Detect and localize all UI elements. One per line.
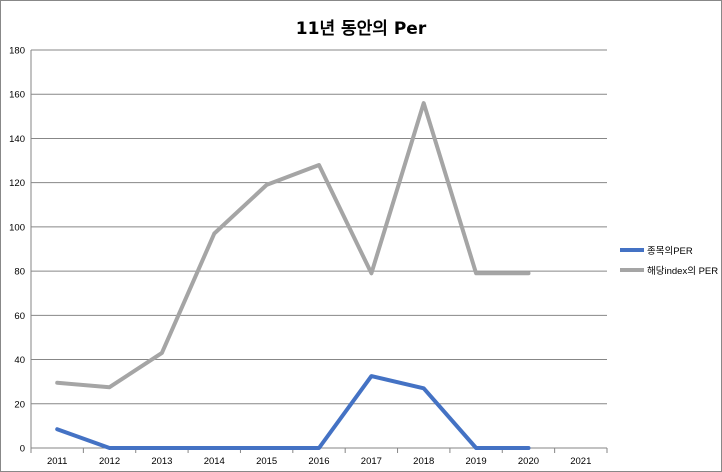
x-tick-label: 2014 — [204, 456, 225, 467]
legend-swatch-index-per — [620, 268, 644, 272]
series-line-index-per — [55, 101, 531, 390]
y-tick-label: 140 — [9, 134, 25, 145]
legend: 종목의PER 해당index의 PER — [620, 240, 720, 280]
y-tick-label: 100 — [9, 222, 25, 233]
series-line-stock-per — [55, 374, 531, 450]
x-tick-label: 2013 — [151, 456, 172, 467]
chart-title: 11년 동안의 Per — [295, 19, 427, 39]
legend-label-index-per: 해당index의 PER — [647, 266, 719, 277]
y-tick-label: 60 — [14, 311, 25, 322]
x-tick-label: 2015 — [256, 456, 277, 467]
x-tick-label: 2021 — [570, 456, 591, 467]
legend-swatch-stock-per — [620, 248, 644, 252]
y-tick-label: 180 — [9, 46, 25, 57]
y-tick-label: 120 — [9, 178, 25, 189]
legend-label-stock-per: 종목의PER — [647, 246, 693, 257]
x-tick-label: 2017 — [361, 456, 382, 467]
x-tick-label: 2012 — [99, 456, 120, 467]
y-tick-label: 40 — [14, 355, 25, 366]
legend-item-index-per: 해당index의 PER — [620, 260, 720, 280]
x-tick-label: 2016 — [308, 456, 329, 467]
y-tick-label: 0 — [20, 444, 25, 455]
x-tick-label: 2011 — [47, 456, 67, 467]
x-tick-label: 2020 — [518, 456, 539, 467]
x-tick-label: 2019 — [466, 456, 487, 467]
y-tick-label: 80 — [14, 267, 25, 278]
x-tick-label: 2018 — [413, 456, 434, 467]
y-tick-label: 20 — [14, 399, 25, 410]
legend-item-stock-per: 종목의PER — [620, 240, 720, 260]
y-tick-label: 160 — [9, 90, 25, 101]
